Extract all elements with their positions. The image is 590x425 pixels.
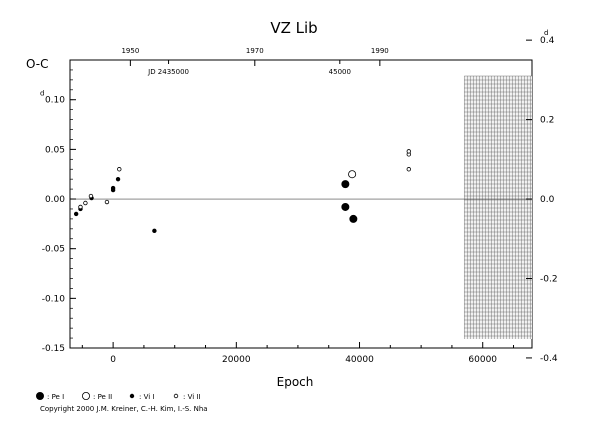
data-point	[115, 176, 121, 182]
top-jd-label: 45000	[329, 68, 351, 76]
right-tick-label: -0.4	[540, 354, 558, 364]
y-tick-label: 0.00	[45, 195, 65, 205]
data-point	[152, 228, 157, 234]
chart-title: VZ Lib	[270, 19, 317, 37]
data-point	[78, 204, 83, 210]
data-point	[341, 180, 350, 189]
y-axis-label: O-C	[26, 57, 49, 71]
top-year-label: 1990	[371, 47, 389, 55]
right-unit-label: d	[544, 29, 548, 37]
right-tick-label: 0.0	[540, 195, 555, 205]
legend-label: : Pe II	[93, 393, 112, 401]
legend-label: : Vi I	[139, 393, 154, 401]
plot-layer: 0 20000 40000 60000 0.10 0.05 0.00 -0.05 -0.10 -0…	[36, 29, 558, 401]
y-unit-label: d	[40, 90, 44, 98]
legend-marker	[82, 391, 91, 400]
legend-marker	[129, 393, 135, 399]
x-axis-label: Epoch	[277, 375, 314, 389]
x-tick-label: 0	[110, 355, 116, 365]
legend-label: : Vi II	[183, 393, 201, 401]
legend-marker	[173, 393, 179, 399]
data-point	[406, 167, 411, 172]
x-tick-label: 60000	[468, 355, 497, 365]
y-tick-label: -0.05	[42, 245, 65, 255]
legend-marker	[36, 391, 45, 400]
top-jd-label: JD 2435000	[147, 68, 189, 76]
y-tick-label: 0.10	[45, 96, 65, 106]
x-tick-label: 40000	[345, 355, 374, 365]
plot-frame	[69, 59, 533, 349]
data-point	[349, 214, 358, 223]
legend-label: : Pe I	[47, 393, 64, 401]
right-tick-label: 0.4	[540, 36, 555, 46]
x-tick-label: 20000	[222, 355, 251, 365]
data-point	[83, 200, 88, 206]
shaded-region	[464, 76, 532, 339]
right-tick-label: 0.2	[540, 116, 554, 126]
data-point	[110, 185, 116, 191]
copyright-text: Copyright 2000 J.M. Kreiner, C.-H. Kim, …	[40, 405, 208, 413]
data-point	[88, 193, 94, 199]
data-point	[406, 149, 411, 154]
data-point	[73, 211, 79, 217]
data-point	[117, 167, 122, 172]
data-point	[348, 170, 357, 179]
right-tick-label: -0.2	[540, 274, 558, 284]
y-tick-label: -0.10	[42, 294, 66, 304]
data-point	[341, 202, 350, 211]
top-year-label: 1950	[121, 47, 139, 55]
data-point	[104, 199, 110, 205]
top-year-label: 1970	[246, 47, 264, 55]
y-tick-label: -0.15	[42, 344, 65, 354]
y-tick-label: 0.05	[45, 145, 65, 155]
